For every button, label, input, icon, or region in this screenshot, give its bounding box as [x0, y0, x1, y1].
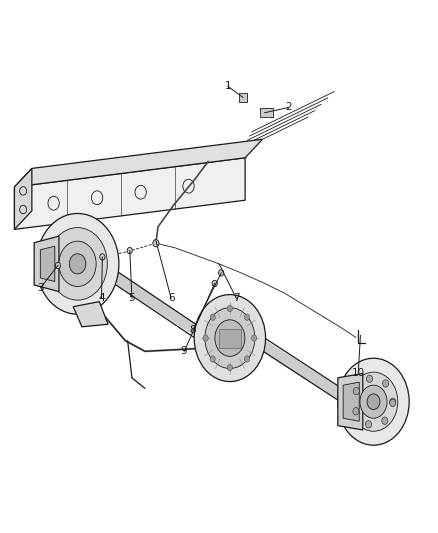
Polygon shape: [34, 236, 59, 292]
Circle shape: [203, 335, 208, 341]
Circle shape: [382, 379, 389, 387]
Circle shape: [215, 320, 245, 357]
Polygon shape: [14, 158, 245, 229]
Circle shape: [353, 408, 359, 415]
Text: 10: 10: [352, 368, 365, 377]
Circle shape: [360, 385, 387, 418]
Text: 4: 4: [98, 293, 105, 303]
Circle shape: [210, 356, 215, 362]
Circle shape: [210, 314, 215, 320]
Circle shape: [194, 295, 265, 382]
Polygon shape: [343, 382, 359, 421]
Circle shape: [353, 387, 360, 395]
Circle shape: [390, 399, 396, 407]
Circle shape: [367, 375, 373, 383]
Text: 6: 6: [168, 293, 174, 303]
Polygon shape: [260, 109, 272, 117]
Circle shape: [100, 254, 105, 260]
Text: 1: 1: [224, 81, 231, 91]
Circle shape: [244, 356, 250, 362]
Circle shape: [251, 335, 257, 341]
Circle shape: [36, 214, 119, 314]
Circle shape: [367, 394, 380, 409]
Circle shape: [227, 305, 233, 312]
Text: 8: 8: [190, 325, 196, 335]
Circle shape: [338, 358, 409, 445]
Polygon shape: [14, 139, 262, 187]
Text: 5: 5: [129, 293, 135, 303]
Circle shape: [55, 262, 60, 269]
Circle shape: [69, 254, 86, 274]
Polygon shape: [377, 392, 393, 411]
Circle shape: [365, 421, 371, 428]
Circle shape: [153, 239, 159, 247]
Circle shape: [212, 280, 217, 287]
Text: 7: 7: [233, 293, 240, 303]
Polygon shape: [73, 302, 108, 327]
Circle shape: [219, 270, 224, 276]
Polygon shape: [14, 168, 32, 229]
Circle shape: [382, 417, 388, 424]
Circle shape: [59, 241, 96, 287]
Circle shape: [390, 398, 396, 406]
Polygon shape: [338, 374, 363, 430]
Circle shape: [127, 247, 132, 254]
Text: 3: 3: [37, 282, 44, 293]
Circle shape: [227, 365, 233, 371]
Text: 9: 9: [181, 346, 187, 357]
Bar: [219, 328, 241, 348]
Circle shape: [48, 228, 107, 300]
Polygon shape: [239, 93, 247, 102]
Text: 2: 2: [285, 102, 292, 112]
Circle shape: [205, 308, 255, 368]
Circle shape: [349, 372, 398, 431]
Polygon shape: [40, 246, 55, 281]
Circle shape: [244, 314, 250, 320]
